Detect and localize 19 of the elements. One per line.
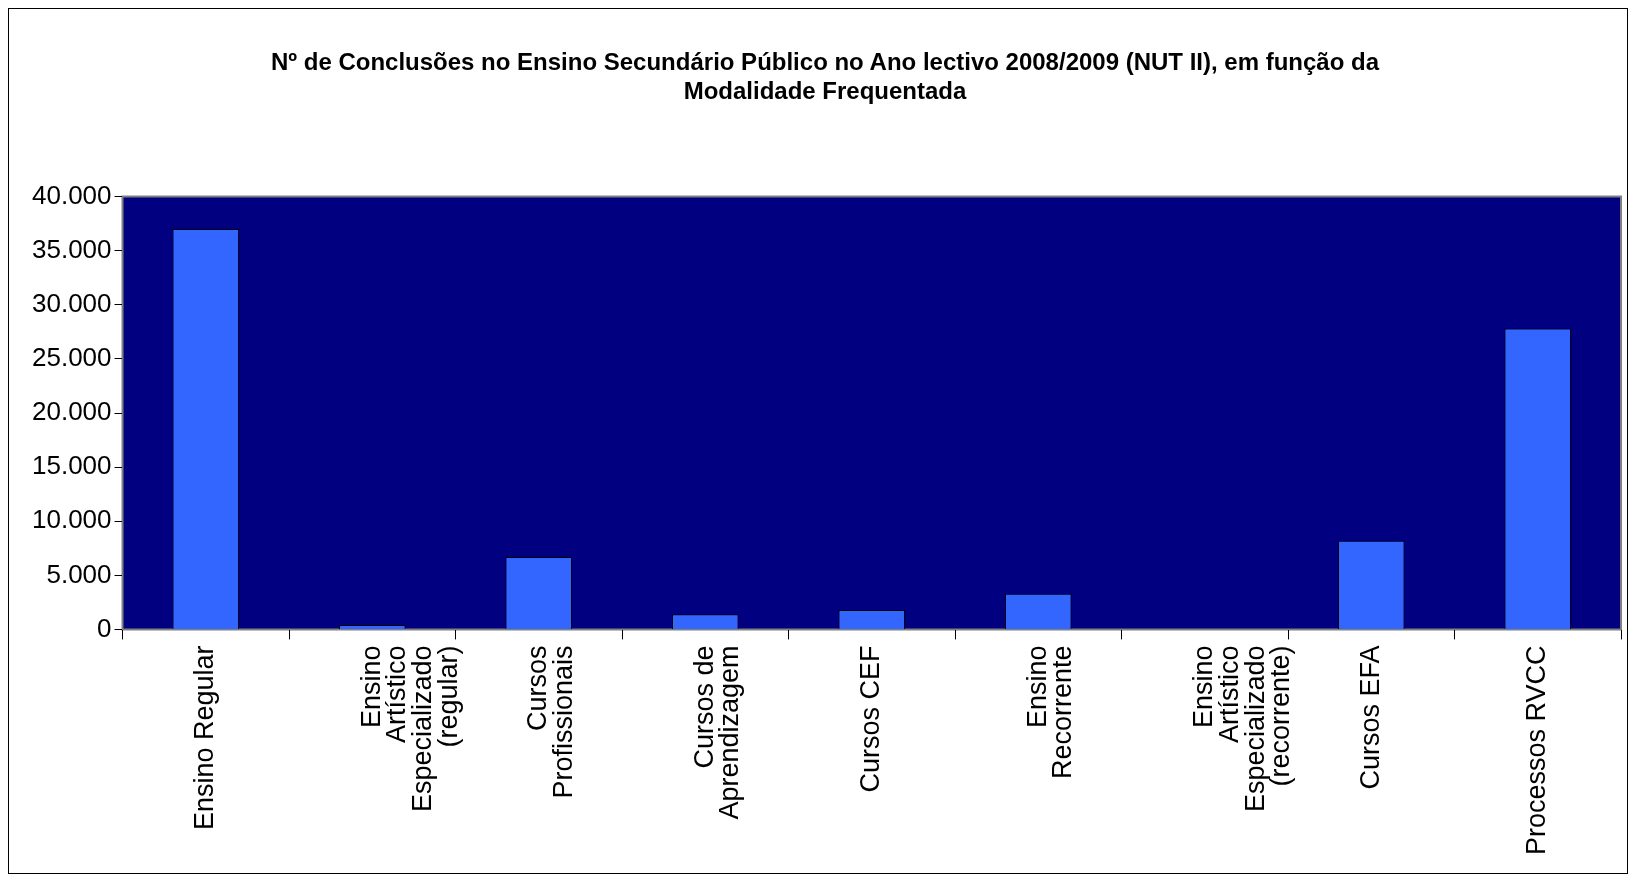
x-tick-label: Processos RVCC bbox=[1521, 645, 1552, 856]
y-tick-label: 40.000 bbox=[31, 179, 112, 210]
x-tick-label: Cursos CEF bbox=[855, 645, 886, 793]
y-tick-label: 5.000 bbox=[46, 558, 112, 589]
y-tick-label: 0 bbox=[97, 612, 112, 643]
y-tick-label: 15.000 bbox=[31, 450, 112, 481]
x-tick-label: Ensino Artístico Especializado (recorrente) bbox=[1188, 645, 1296, 813]
y-tick-label: 30.000 bbox=[31, 287, 112, 318]
x-tick-label: Cursos Profissionais bbox=[522, 645, 578, 799]
x-tick-label: Cursos EFA bbox=[1354, 645, 1385, 790]
x-tick-label: Ensino Artístico Especializado (regular) bbox=[355, 645, 463, 813]
y-tick-label: 10.000 bbox=[31, 504, 112, 535]
y-tick-label: 35.000 bbox=[31, 233, 112, 264]
chart-title: Nº de Conclusões no Ensino Secundário Público no Ano lectivo 2008/2009 (NUT II), em função da Modalidade Frequentada bbox=[270, 48, 1380, 104]
x-tick-label: Cursos de Aprendizagem bbox=[688, 645, 745, 820]
x-tick-label: Ensino Regular bbox=[189, 645, 220, 831]
x-tick-label: Ensino Recorrente bbox=[1021, 645, 1078, 780]
y-tick-label: 20.000 bbox=[31, 396, 112, 427]
y-tick-label: 25.000 bbox=[31, 342, 112, 373]
